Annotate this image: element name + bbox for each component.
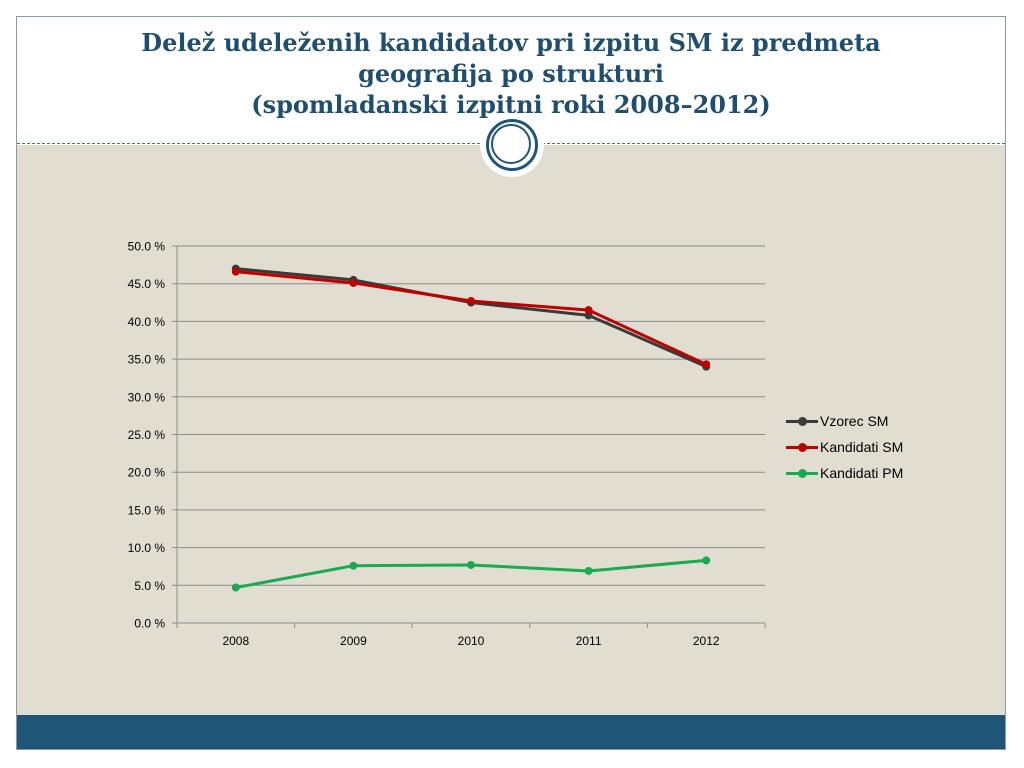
legend-item-kandidati-pm: Kandidati PM bbox=[786, 460, 903, 486]
x-tick-label-2010: 2010 bbox=[458, 634, 485, 648]
y-tick-label-8: 40.0 % bbox=[128, 315, 166, 329]
data-point-kandidati-pm-2008 bbox=[231, 583, 240, 592]
ornament-outer-ring bbox=[486, 119, 538, 171]
data-point-kandidati-pm-2012 bbox=[702, 556, 711, 565]
legend-label-vzorec-sm: Vzorec SM bbox=[820, 413, 889, 429]
ornament-inner-ring bbox=[491, 124, 531, 164]
y-tick-label-0: 0.0 % bbox=[134, 617, 165, 631]
title-line-2: geografija po strukturi bbox=[358, 59, 664, 88]
x-tick-label-2012: 2012 bbox=[693, 634, 720, 648]
chart-legend: Vzorec SM Kandidati SM Kandidati PM bbox=[786, 408, 903, 486]
y-tick-label-3: 15.0 % bbox=[128, 503, 166, 517]
y-tick-label-4: 20.0 % bbox=[128, 466, 166, 480]
x-tick-label-2011: 2011 bbox=[576, 634, 602, 648]
legend-item-vzorec-sm: Vzorec SM bbox=[786, 408, 903, 434]
x-tick-label-2009: 2009 bbox=[340, 634, 367, 648]
data-point-kandidati-pm-2011 bbox=[584, 566, 593, 575]
data-point-kandidati-sm-2008 bbox=[231, 267, 240, 276]
y-tick-label-6: 30.0 % bbox=[128, 390, 166, 404]
legend-swatch-kandidati-sm bbox=[786, 440, 820, 454]
y-tick-label-5: 25.0 % bbox=[128, 428, 166, 442]
data-point-kandidati-sm-2009 bbox=[349, 278, 358, 287]
title-line-1: Delež udeleženih kandidatov pri izpitu S… bbox=[141, 28, 881, 57]
slide-title: Delež udeleženih kandidatov pri izpitu S… bbox=[17, 27, 1005, 120]
legend-swatch-kandidati-pm bbox=[786, 466, 820, 480]
data-point-kandidati-pm-2009 bbox=[349, 561, 358, 570]
y-tick-label-10: 50.0 % bbox=[128, 240, 166, 254]
y-tick-label-7: 35.0 % bbox=[128, 353, 166, 367]
legend-label-kandidati-pm: Kandidati PM bbox=[820, 465, 904, 481]
footer-bar bbox=[17, 715, 1005, 749]
circle-ornament-icon bbox=[480, 113, 544, 177]
data-point-kandidati-sm-2012 bbox=[702, 360, 711, 369]
legend-label-kandidati-sm: Kandidati SM bbox=[820, 439, 904, 455]
series-line-kandidati-sm bbox=[235, 270, 707, 366]
y-tick-label-1: 5.0 % bbox=[134, 579, 165, 593]
y-tick-label-9: 45.0 % bbox=[128, 277, 166, 291]
y-tick-label-2: 10.0 % bbox=[128, 541, 166, 555]
x-tick-label-2008: 2008 bbox=[222, 634, 249, 648]
data-point-kandidati-sm-2010 bbox=[467, 297, 475, 306]
data-point-kandidati-sm-2011 bbox=[584, 306, 593, 315]
legend-swatch-vzorec-sm bbox=[786, 414, 820, 428]
legend-item-kandidati-sm: Kandidati SM bbox=[786, 434, 903, 460]
chart-panel bbox=[17, 145, 1005, 715]
data-point-kandidati-pm-2010 bbox=[467, 560, 475, 569]
